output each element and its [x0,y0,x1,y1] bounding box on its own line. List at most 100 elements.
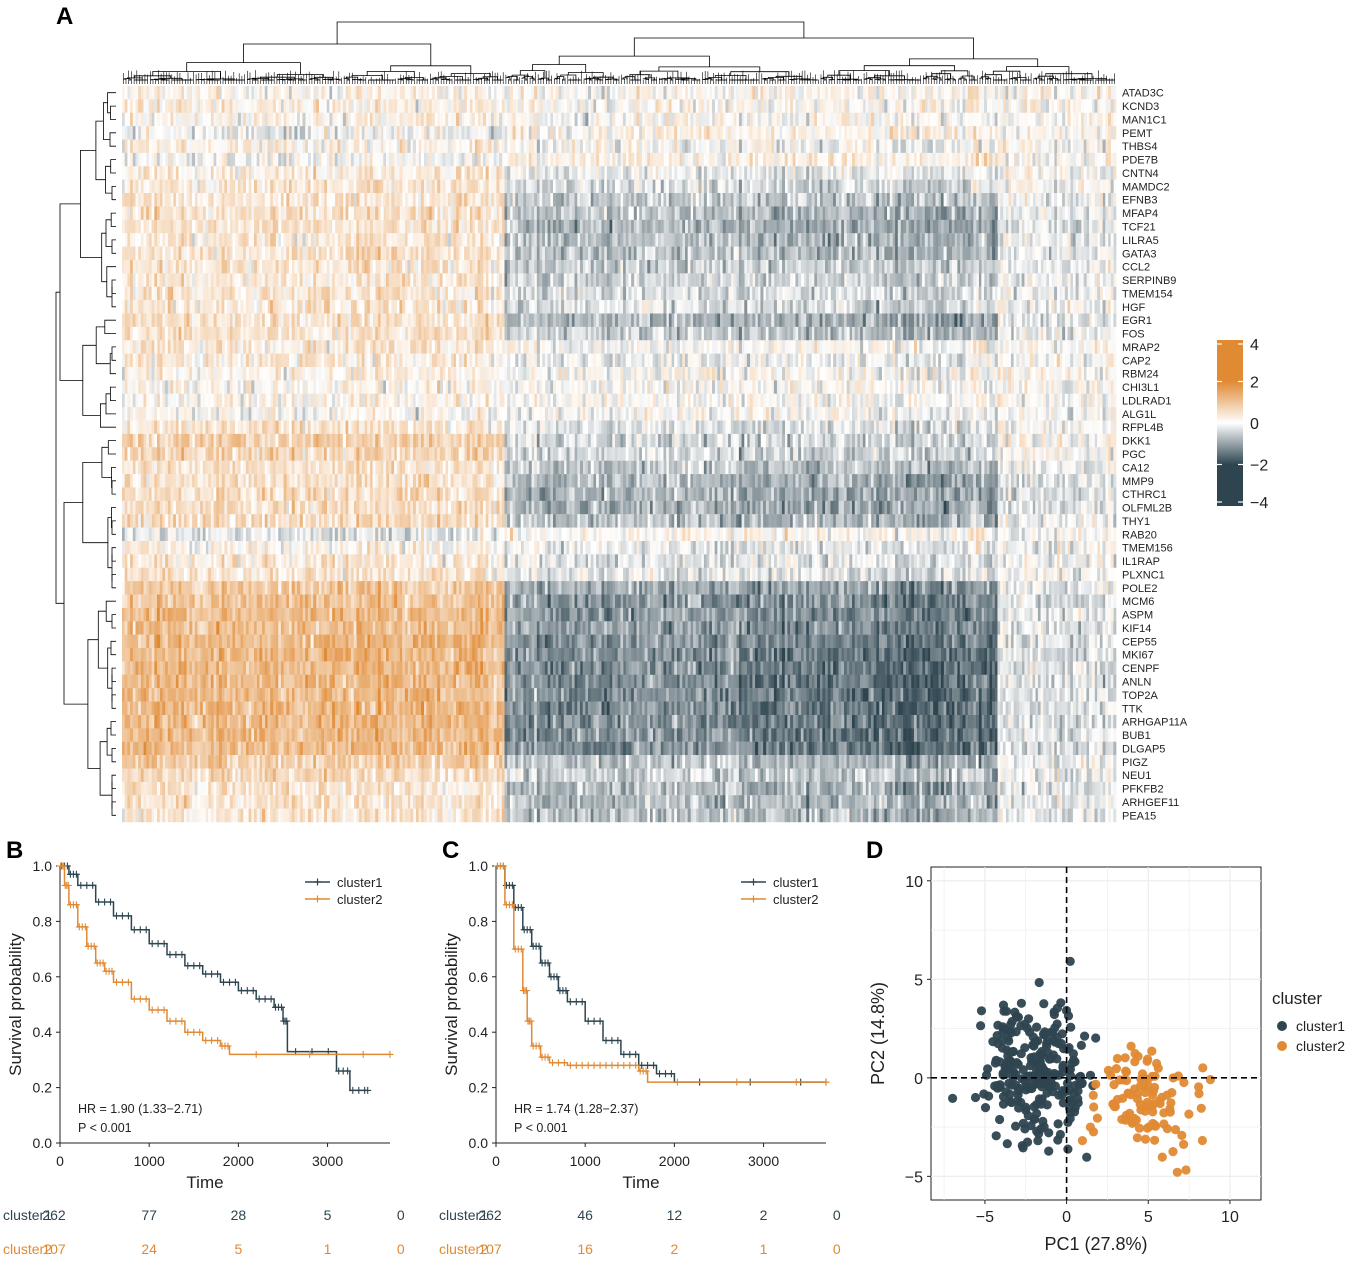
heatmap-cell-group [1089,206,1093,221]
heatmap-cell-group [394,206,398,221]
heatmap-cell-group [453,340,457,354]
heatmap-cell-group [959,99,963,113]
heatmap-cell-group [631,353,635,368]
heatmap-cell-group [474,313,478,328]
heatmap-cell-group [205,326,209,341]
heatmap-cell-group [959,353,963,368]
heatmap-cell-group [178,286,182,301]
heatmap-cell-group [932,273,936,287]
heatmap-cell-group [984,286,988,301]
heatmap-cell-group [262,152,266,167]
heatmap-cell-group [396,206,400,221]
heatmap-cell-group [1097,126,1101,140]
heatmap-cell-group [962,326,966,341]
heatmap-cell-group [350,152,355,167]
heatmap-cell-group [1075,273,1079,287]
heatmap-cell-group [1019,286,1023,301]
heatmap-cell-group [954,193,958,207]
heatmap-cell-group [555,259,559,274]
heatmap-cell-group [157,326,465,341]
heatmap-cell-group [1099,139,1103,154]
heatmap-cell-group [1097,139,1101,154]
heatmap-cell-group [989,193,993,207]
heatmap-cell-group [542,273,546,287]
heatmap-cell-group [857,286,861,301]
heatmap-cell-group [725,193,729,207]
heatmap-cell-group [833,353,837,368]
heatmap-cell-group [819,219,988,234]
heatmap-cell-group [989,99,993,113]
heatmap-cell-group [200,206,204,221]
heatmap-cell-group [553,219,562,234]
heatmap-cell-group [143,166,147,180]
heatmap-cell-group [410,273,414,287]
heatmap-cell-group [830,326,834,341]
heatmap-cell-group [337,152,341,167]
heatmap-cell-group [668,152,672,167]
dendrogram-branch [110,159,116,174]
heatmap-cell-group [992,193,996,207]
heatmap-cell-group [1089,326,1093,341]
heatmap-cell-group [186,246,190,261]
heatmap-cell-group [633,86,637,100]
heatmap-cell-group [685,219,689,234]
heatmap-cell-group [940,206,944,221]
heatmap-cell-group [779,313,783,328]
heatmap-cell-group [499,166,503,180]
heatmap-cell-group [617,353,621,368]
heatmap-cell-group [517,313,522,328]
heatmap-cell-group [822,166,826,180]
heatmap-cell-group [741,219,745,234]
heatmap-cell-group [1000,340,1004,354]
heatmap-cell-group [321,179,325,194]
heatmap-cell-group [1072,179,1076,194]
heatmap-cell-group [601,246,605,261]
heatmap-cell-group [474,219,478,234]
heatmap-cell-group [711,166,715,180]
heatmap-cell-group [1091,206,1095,221]
heatmap-cell-group [978,139,982,154]
heatmap-cell-group [313,313,317,328]
heatmap-row [122,179,1117,194]
heatmap-cell-group [558,353,562,368]
heatmap-cell-group [547,112,907,127]
heatmap-cell-group [940,233,944,247]
heatmap-cell-group [887,340,891,354]
dendrogram-branch [537,78,542,80]
heatmap-cell-group [218,86,223,100]
heatmap-cell-group [714,313,718,328]
heatmap-cell-group [135,246,139,261]
heatmap-cell-group [526,219,530,234]
heatmap-cell-group [235,112,239,127]
heatmap-cell-group [515,193,519,207]
heatmap-cell-group [943,326,947,341]
heatmap-cell-group [765,206,769,221]
heatmap-cell-group [324,206,328,221]
heatmap-cell-group [391,273,395,287]
heatmap-cell-group [725,233,729,247]
heatmap-cell-group [763,313,767,328]
heatmap-cell-group [1040,112,1044,127]
heatmap-cell-group [1107,139,1111,154]
heatmap-cell-group [439,353,443,368]
heatmap-cell-group [437,300,441,314]
heatmap-cell-group [334,353,338,368]
heatmap-cell-group [477,139,481,154]
heatmap-cell-group [458,326,462,341]
heatmap-cell-group [709,112,713,127]
heatmap-cell-group [146,353,150,368]
heatmap-cell-group [515,233,896,247]
heatmap-cell-group [280,206,284,221]
heatmap-cell-group [641,286,645,301]
heatmap-cell-group [612,166,616,180]
heatmap-cell-group [431,126,934,140]
heatmap-cell-group [1037,313,1041,328]
heatmap-cell-group [329,139,333,154]
heatmap-cell-group [765,246,769,261]
heatmap-cell-group [994,166,998,180]
heatmap-cell-group [717,326,721,341]
heatmap-cell-group [843,219,847,234]
heatmap-cell-group [639,152,643,167]
heatmap-cell-group [434,353,438,368]
heatmap-cell-group [1008,219,1012,234]
